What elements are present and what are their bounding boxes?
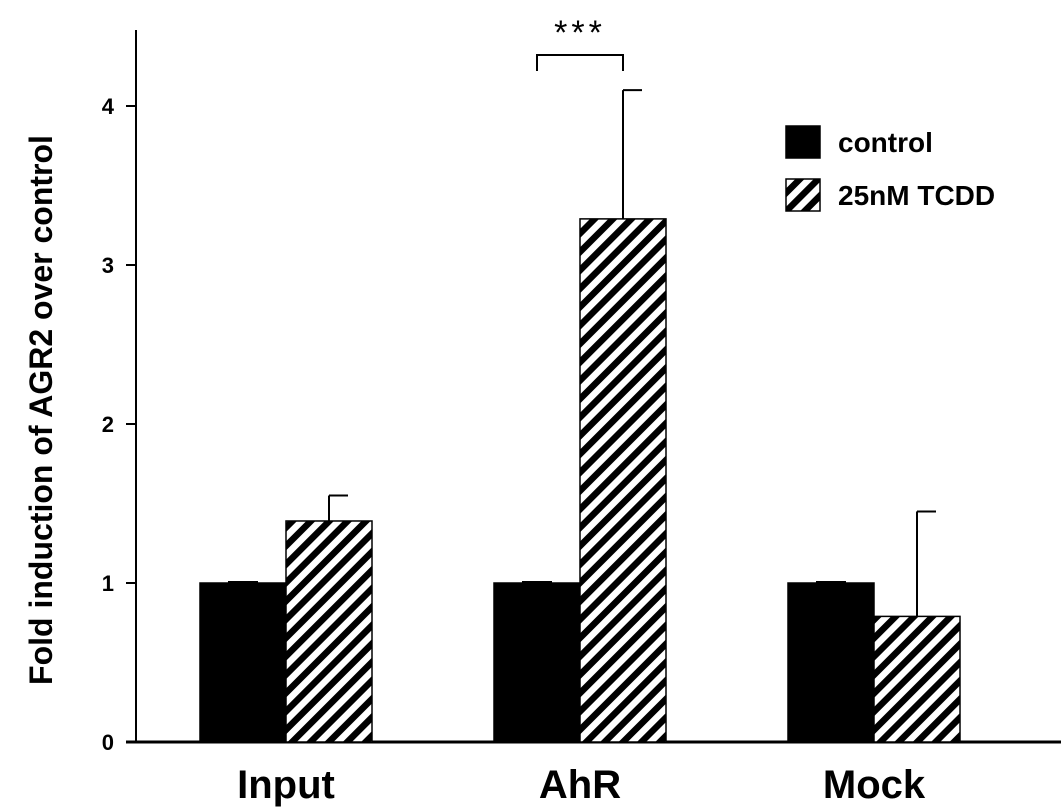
bar-control-input — [199, 582, 287, 743]
legend-label-control: control — [838, 127, 933, 158]
bar-tcdd-input — [285, 520, 373, 743]
bar-control-ahr — [493, 582, 581, 743]
significance-label: *** — [554, 14, 606, 52]
bar-tcdd-ahr — [579, 218, 667, 743]
significance-bracket — [536, 54, 624, 71]
bar-tcdd-mock — [873, 615, 961, 743]
legend-swatch-control — [785, 125, 821, 159]
y-tick-label: 2 — [102, 412, 114, 437]
y-tick-label: 1 — [102, 571, 114, 596]
y-tick-label: 0 — [102, 730, 114, 755]
x-category-label: Input — [237, 763, 335, 807]
plot-area: 0 1 2 3 4 Input AhR Mock *** — [102, 14, 1061, 807]
y-tick-label: 3 — [102, 253, 114, 278]
x-category-label: Mock — [823, 763, 926, 807]
y-tick-label: 4 — [102, 94, 115, 119]
legend: control 25nM TCDD — [785, 125, 995, 212]
bar-control-mock — [787, 582, 875, 743]
x-category-label: AhR — [539, 763, 621, 807]
y-axis-title: Fold induction of AGR2 over control — [23, 135, 59, 685]
legend-label-tcdd: 25nM TCDD — [838, 180, 995, 211]
legend-swatch-tcdd — [785, 178, 821, 212]
